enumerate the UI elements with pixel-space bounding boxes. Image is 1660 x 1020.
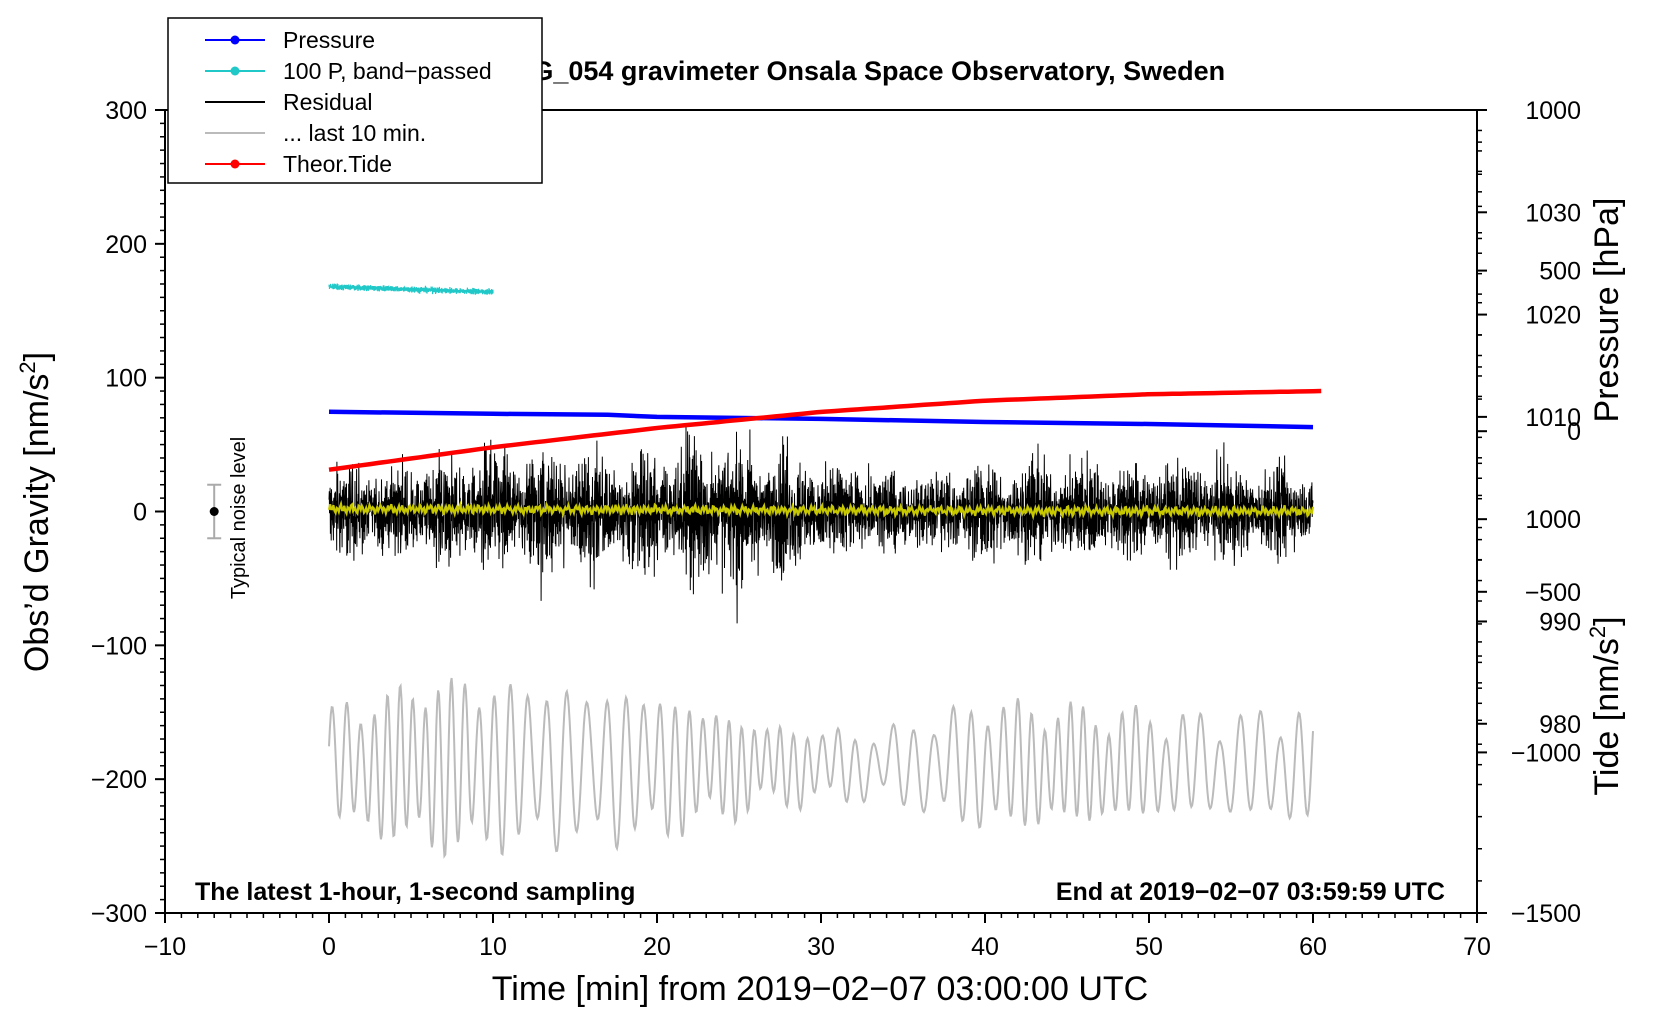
x-tick-label: 70 xyxy=(1463,933,1491,961)
annotation-end-time: End at 2019−02−07 03:59:59 UTC xyxy=(1056,878,1445,906)
legend-label: Pressure xyxy=(283,27,375,53)
tide-tick-label: −1000 xyxy=(1511,739,1581,767)
x-tick-label: −10 xyxy=(144,933,186,961)
legend-label: Theor.Tide xyxy=(283,151,392,177)
series-residual-line xyxy=(328,426,1314,624)
series-band-passed-line xyxy=(328,283,494,296)
tide-tick-label: 500 xyxy=(1539,258,1581,286)
axes-layer: −10 0 10 20 30 40 50 60 70−300−200−1000100200300… xyxy=(91,97,1581,961)
x-tick-label: 10 xyxy=(479,933,507,961)
noise-center-dot xyxy=(209,507,219,516)
x-tick-label: 40 xyxy=(971,933,999,961)
pressure-tick-label: 1000 xyxy=(1525,506,1581,534)
tide-tick-label: 1000 xyxy=(1525,97,1581,125)
tide-tick-label: −1500 xyxy=(1511,900,1581,928)
legend-label: 100 P, band−passed xyxy=(283,58,492,84)
x-axis-label: Time [min] from 2019−02−07 03:00:00 UTC xyxy=(492,970,1148,1008)
pressure-tick-label: 1010 xyxy=(1525,404,1581,432)
series-theor-tide-line xyxy=(328,388,1322,472)
pressure-tick-label: 980 xyxy=(1539,711,1581,739)
x-tick-label: 60 xyxy=(1299,933,1327,961)
y-tick-label: −300 xyxy=(91,900,147,928)
y-axis-label: Obs’d Gravity [nm/s2] xyxy=(15,352,56,672)
pressure-tick-label: 1030 xyxy=(1525,199,1581,227)
pressure-tick-label: 990 xyxy=(1539,608,1581,636)
tide-tick-label: 0 xyxy=(1567,418,1581,446)
x-tick-label: 20 xyxy=(643,933,671,961)
noise-level-indicator xyxy=(207,483,222,540)
chart-title: SCG_054 gravimeter Onsala Space Observat… xyxy=(495,56,1225,86)
x-tick-label: 0 xyxy=(322,933,336,961)
series-residual-smoothed-line xyxy=(327,499,1315,521)
y-tick-label: 0 xyxy=(133,499,147,527)
legend-box xyxy=(167,17,543,184)
legend-marker xyxy=(230,159,240,169)
legend-label: Residual xyxy=(283,89,373,115)
y-tick-label: −100 xyxy=(91,632,147,660)
legend-marker xyxy=(230,66,240,76)
y-tick-label: 200 xyxy=(105,231,147,259)
y-tick-label: 100 xyxy=(105,365,147,393)
x-tick-label: 50 xyxy=(1135,933,1163,961)
legend-label: ... last 10 min. xyxy=(283,120,426,146)
tide-axis-label: Tide [nm/s2] xyxy=(1585,616,1626,795)
noise-level-label: Typical noise level xyxy=(228,437,250,599)
y-tick-label: −200 xyxy=(91,766,147,794)
x-tick-label: 30 xyxy=(807,933,835,961)
tide-tick-label: −500 xyxy=(1525,579,1581,607)
y-tick-label: 300 xyxy=(105,97,147,125)
annotation-sampling: The latest 1-hour, 1-second sampling xyxy=(195,878,635,906)
legend: Pressure 100 P, band−passed Residual ... la… xyxy=(167,17,543,184)
pressure-tick-label: 1020 xyxy=(1525,302,1581,330)
series-layer xyxy=(327,283,1322,859)
series-last-10-min-line xyxy=(328,677,1314,859)
pressure-axis-label: Pressure [hPa] xyxy=(1588,198,1626,423)
legend-marker xyxy=(230,35,240,45)
